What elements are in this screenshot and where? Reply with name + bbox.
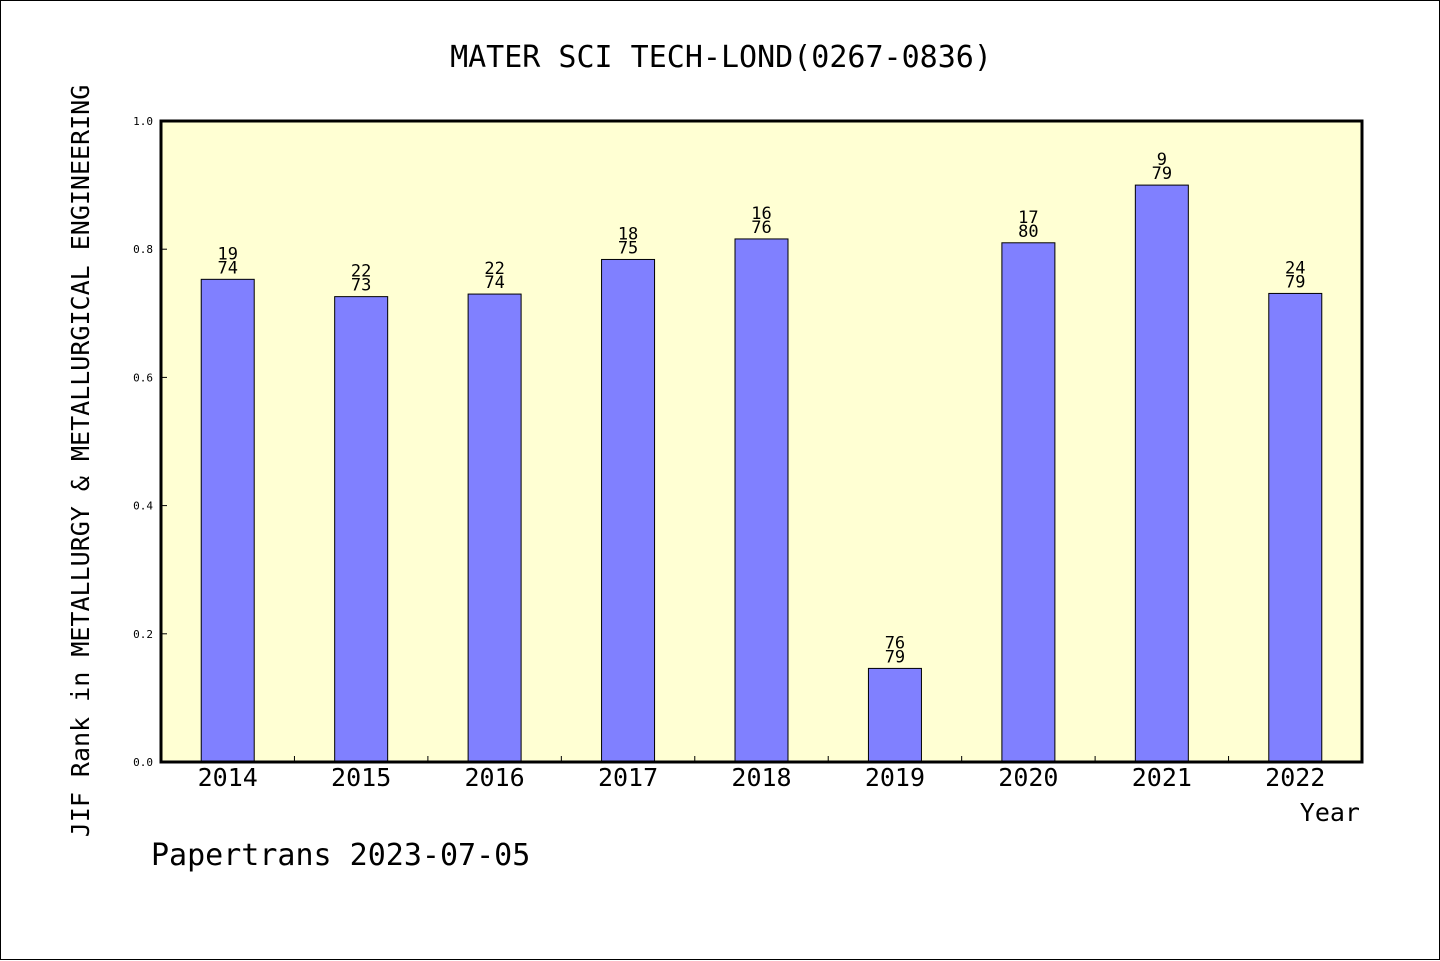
- bar-label-rank: 16: [751, 204, 771, 224]
- bar: [200, 278, 255, 763]
- bar-label-rank: 22: [351, 262, 371, 282]
- bar-label-total: 79: [1152, 164, 1172, 184]
- bar-label-rank: 24: [1285, 258, 1305, 278]
- x-tick-label: 2014: [198, 763, 258, 792]
- bar: [734, 238, 789, 763]
- x-tick-label: 2017: [598, 763, 658, 792]
- x-tick-label: 2021: [1132, 763, 1192, 792]
- bar-label-rank: 76: [885, 633, 905, 653]
- bar: [334, 296, 389, 763]
- y-tick-label: 0.2: [133, 628, 153, 641]
- y-axis-ticks: 0.0 0.2 0.4 0.6 0.8 1.0: [133, 115, 1230, 769]
- bar-label-total: 79: [885, 647, 905, 667]
- bar-label-total: 75: [618, 238, 638, 258]
- bar-label-total: 76: [751, 218, 771, 238]
- y-tick-label: 0.0: [133, 756, 153, 769]
- bar: [467, 293, 522, 763]
- y-tick-label: 1.0: [133, 115, 153, 128]
- y-tick-label: 0.6: [133, 371, 153, 384]
- x-tick-label: 2020: [998, 763, 1058, 792]
- y-tick-label: 0.4: [133, 500, 153, 513]
- y-tick-label: 0.8: [133, 243, 153, 256]
- bar-label-rank: 17: [1018, 208, 1038, 228]
- bar-label-rank: 9: [1157, 150, 1167, 170]
- footer-credit: Papertrans 2023-07-05: [151, 838, 530, 873]
- bar-label-total: 80: [1018, 222, 1038, 242]
- bars: [200, 184, 1323, 763]
- x-tick-label: 2015: [331, 763, 391, 792]
- bar-label-rank: 18: [618, 224, 638, 244]
- bar: [867, 667, 922, 763]
- x-tick-label: 2019: [865, 763, 925, 792]
- bar-label-total: 74: [484, 273, 504, 293]
- bar: [601, 258, 656, 763]
- x-axis-label: Year: [1300, 798, 1360, 827]
- plot-border: [159, 119, 1364, 764]
- chart-title: MATER SCI TECH-LOND(0267-0836): [450, 40, 992, 75]
- bar-label-rank: 22: [484, 259, 504, 279]
- y-axis-label: JIF Rank in METALLURGY & METALLURGICAL E…: [66, 85, 95, 838]
- x-tick-label: 2016: [465, 763, 525, 792]
- bar-label-rank: 19: [217, 244, 237, 264]
- bar-label-total: 74: [217, 258, 237, 278]
- bar: [1001, 242, 1056, 763]
- bar: [1268, 292, 1323, 763]
- x-tick-label: 2022: [1265, 763, 1325, 792]
- bar-label-total: 79: [1285, 272, 1305, 292]
- bar: [1134, 184, 1189, 763]
- x-tick-label: 2018: [731, 763, 791, 792]
- bar-label-total: 73: [351, 276, 371, 296]
- x-axis-tick-labels: 2014 2015 2016 2017 2018 2019 2020 2021 2022: [198, 763, 1326, 792]
